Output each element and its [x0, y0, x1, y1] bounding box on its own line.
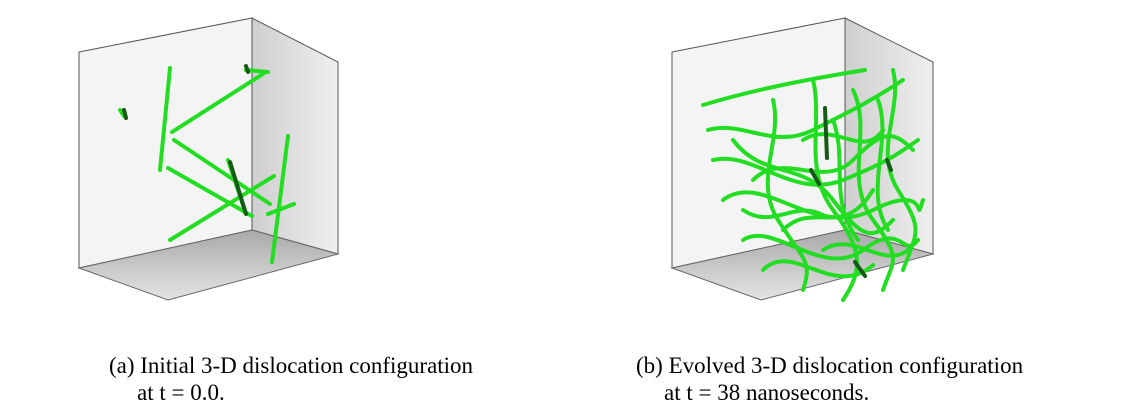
dislocation-curve	[811, 78, 859, 302]
dislocation-segment	[172, 138, 272, 206]
dislocation-segment-dark	[122, 108, 128, 120]
dislocation-segment	[166, 166, 254, 218]
cube-render-b	[670, 17, 935, 302]
dislocation-curve	[821, 242, 910, 258]
dislocation-curve	[701, 68, 867, 107]
dislocation-curve	[721, 190, 925, 220]
back-wall	[671, 17, 846, 269]
dislocation-curve	[711, 138, 920, 187]
dislocation-segment-dark	[228, 160, 248, 216]
dislocation-curve	[851, 88, 895, 292]
dislocation-segment	[270, 134, 290, 264]
dislocation-curve	[706, 78, 905, 140]
dislocation-curve	[831, 118, 860, 242]
caption-a: (a) Initial 3-D dislocation configuratio…	[109, 352, 473, 406]
dislocation-segment	[168, 174, 276, 242]
figure-panel-a: (a) Initial 3-D dislocation configuratio…	[77, 17, 473, 406]
caption-b-line1: (b) Evolved 3-D dislocation configuratio…	[636, 353, 1024, 378]
figure-panel-b: (b) Evolved 3-D dislocation configuratio…	[573, 0, 1146, 418]
dislocation-segment	[266, 202, 296, 216]
dislocation-segment-dark	[823, 106, 829, 160]
dislocation-segment-dark	[244, 64, 250, 74]
dislocation-segment	[244, 68, 270, 74]
dislocation-segment-dark	[853, 260, 867, 278]
dislocation-curve	[731, 138, 895, 236]
dislocation-curve	[751, 134, 915, 182]
dislocation-curve	[885, 68, 918, 272]
caption-b-line2: at t = 38 nanoseconds.	[664, 380, 870, 405]
dislocation-segment-dark	[885, 158, 893, 172]
dislocation-curve	[781, 188, 875, 232]
cube-render-a	[77, 17, 340, 301]
dislocation-curve	[765, 98, 809, 292]
caption-b: (b) Evolved 3-D dislocation configuratio…	[636, 352, 1023, 406]
dislocation-curve	[875, 98, 890, 232]
dislocation-segment-dark	[809, 168, 821, 186]
dislocation-curve	[761, 259, 875, 279]
caption-a-line1: (a) Initial 3-D dislocation configuratio…	[109, 353, 474, 378]
back-wall	[78, 17, 253, 269]
dislocation-lines-b	[701, 68, 925, 302]
side-wall	[251, 17, 339, 255]
dislocation-lines-a	[118, 64, 296, 264]
dislocation-segment	[170, 70, 268, 134]
caption-a-line2: at t = 0.0.	[137, 380, 225, 405]
dislocation-curve	[741, 208, 825, 220]
dislocation-curve	[801, 128, 885, 144]
dislocation-segment	[158, 66, 172, 172]
